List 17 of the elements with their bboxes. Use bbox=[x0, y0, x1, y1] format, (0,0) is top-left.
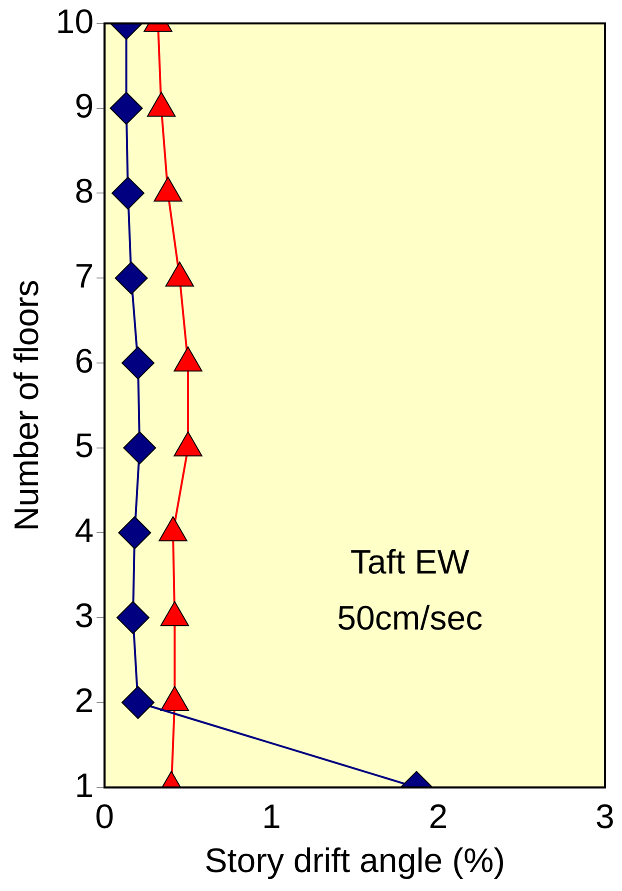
x-tick-label: 2 bbox=[428, 798, 448, 836]
y-tick-label: 2 bbox=[74, 682, 94, 720]
y-tick-label: 7 bbox=[74, 257, 94, 296]
y-tick-label: 10 bbox=[56, 2, 94, 41]
x-axis-title: Story drift angle (%) bbox=[204, 842, 506, 880]
y-tick-label: 4 bbox=[74, 512, 94, 550]
x-tick-label: 0 bbox=[95, 798, 114, 836]
x-tick-label: 1 bbox=[262, 798, 281, 836]
y-tick-label: 5 bbox=[74, 427, 94, 466]
x-tick-label: 3 bbox=[596, 798, 614, 836]
y-tick-label: 9 bbox=[74, 88, 94, 126]
annotation: Taft EW 50cm/sec bbox=[337, 543, 483, 638]
y-tick-label: 6 bbox=[74, 342, 94, 380]
y-tick-label: 3 bbox=[74, 596, 94, 635]
y-axis-title: Number of floors bbox=[8, 280, 46, 532]
y-tick-label: 8 bbox=[74, 172, 94, 211]
y-tick-label: 1 bbox=[74, 766, 94, 805]
